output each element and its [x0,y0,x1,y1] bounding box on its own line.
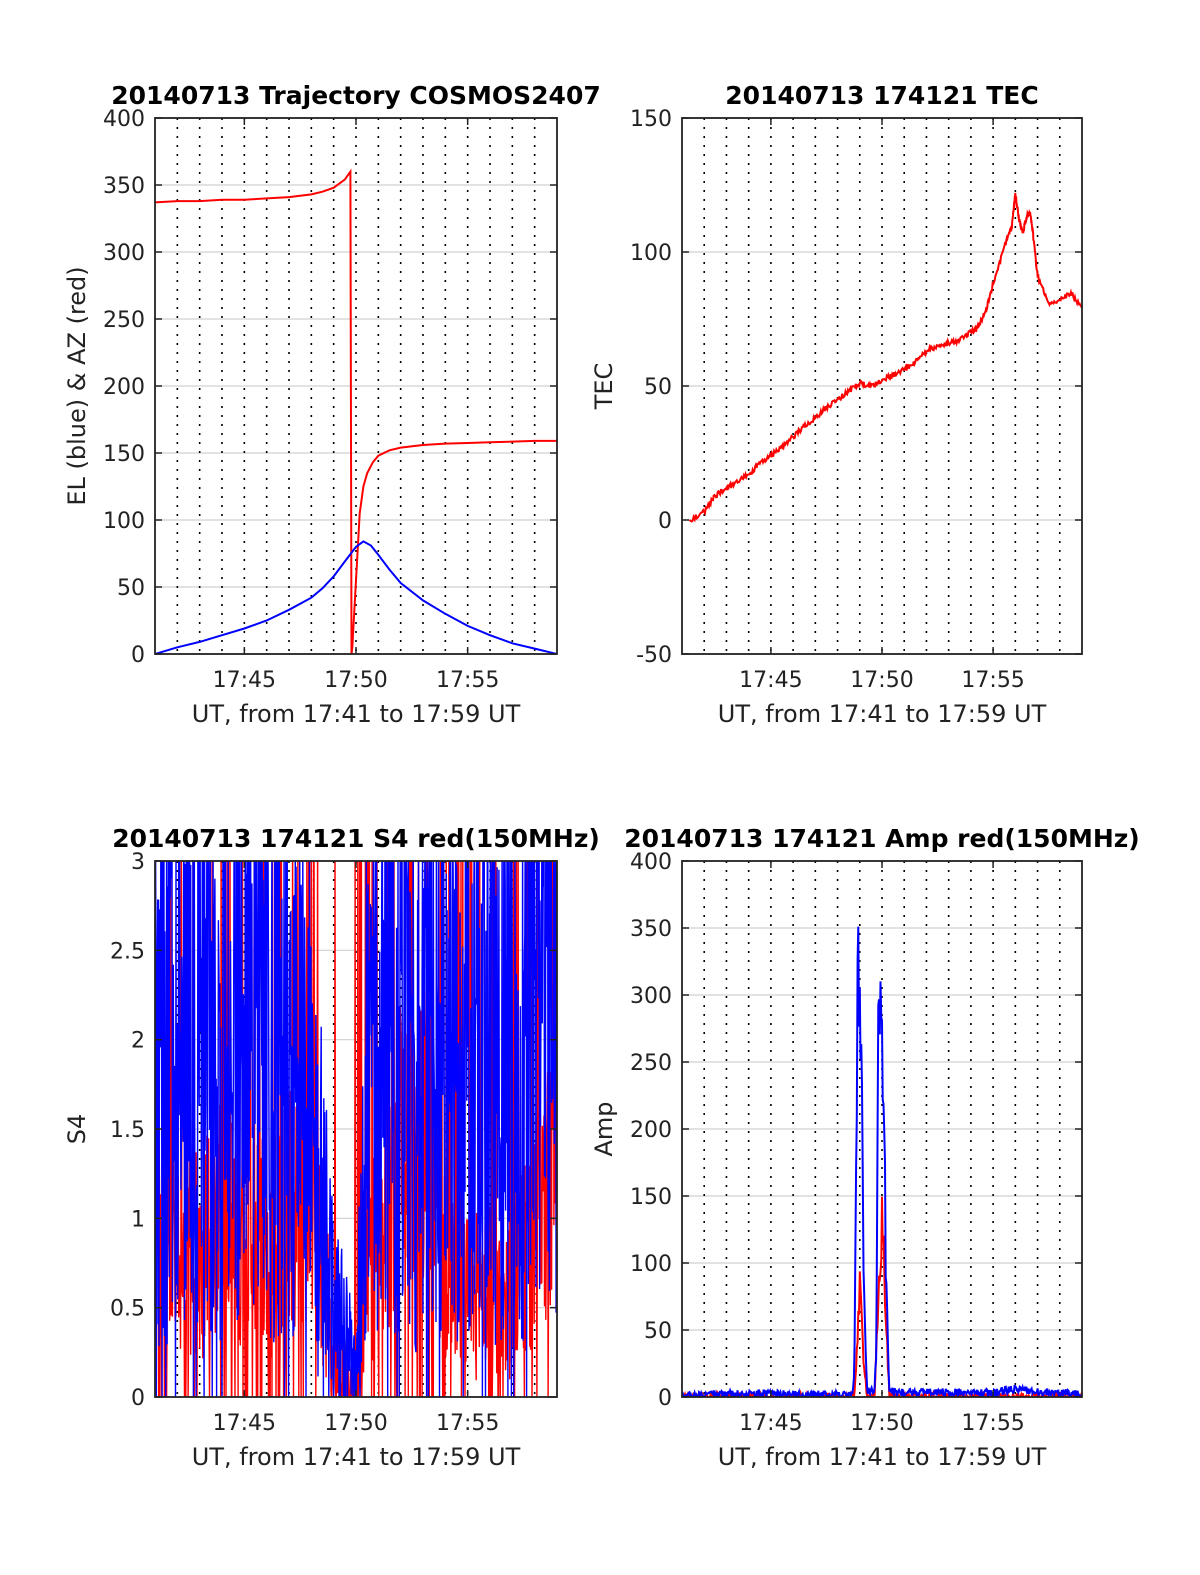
y-tick-label: 300 [630,984,672,1009]
chart-title: 20140713 174121 S4 red(150MHz) [112,824,600,853]
chart-s4: 0 0.5 1 1.5 2 2.5 3 17:45 17:50 17:55 20140713 174… [63,824,600,1471]
y-tick-label: 3 [131,850,145,875]
x-tick-label: 17:50 [850,1411,913,1436]
y-tick-label: 350 [103,174,145,199]
x-tick-label: 17:45 [213,668,276,693]
x-axis-label: UT, from 17:41 to 17:59 UT [718,700,1047,728]
chart-title: 20140713 174121 TEC [725,81,1038,110]
x-tick-label: 17:50 [850,668,913,693]
y-tick-label: 100 [630,241,672,266]
y-tick-label: 250 [630,1051,672,1076]
series-line-blue [682,926,1082,1397]
y-tick-label: 0 [131,643,145,668]
x-tick-label: 17:45 [213,1411,276,1436]
y-tick-label: 300 [103,241,145,266]
y-tick-label: 0.5 [110,1297,145,1322]
x-tick-label: 17:55 [436,668,499,693]
y-tick-label: 50 [117,576,145,601]
y-tick-label: 200 [103,375,145,400]
y-axis-label: S4 [63,1114,91,1145]
y-tick-label: 0 [131,1386,145,1411]
x-tick-label: 17:45 [739,1411,802,1436]
x-tick-label: 17:45 [739,668,802,693]
series-line-red [155,168,557,654]
series-line-blue [155,861,557,1397]
chart-title: 20140713 174121 Amp red(150MHz) [624,824,1140,853]
y-tick-label: 400 [103,107,145,132]
y-tick-label: 1.5 [110,1118,145,1143]
y-axis-label: Amp [590,1101,618,1156]
y-tick-label: 50 [644,1319,672,1344]
y-tick-label: 150 [630,107,672,132]
x-tick-label: 17:50 [324,668,387,693]
chart-title: 20140713 Trajectory COSMOS2407 [111,81,601,110]
chart-amp: 0 50 100 150 200 250 300 350 400 17:45 17:50 17:55 2… [590,824,1140,1471]
x-tick-label: 17:50 [324,1411,387,1436]
x-tick-label: 17:55 [436,1411,499,1436]
y-tick-label: 150 [103,442,145,467]
chart-tec: -50 0 50 100 150 17:45 17:50 17:55 20140713 1741… [590,81,1083,728]
y-tick-label: 50 [644,375,672,400]
y-tick-label: 250 [103,308,145,333]
chart-trajectory: 0 50 100 150 200 250 300 350 400 17:45 17:50 17:55 2… [63,81,601,728]
y-axis-label: EL (blue) & AZ (red) [63,266,91,505]
y-tick-label: 0 [658,509,672,534]
x-tick-label: 17:55 [961,1411,1024,1436]
series-line-blue [155,540,557,654]
x-axis-label: UT, from 17:41 to 17:59 UT [718,1443,1047,1471]
y-tick-label: 350 [630,917,672,942]
y-tick-label: -50 [636,643,672,668]
y-tick-label: 2.5 [110,939,145,964]
y-tick-label: 100 [630,1252,672,1277]
x-axis-label: UT, from 17:41 to 17:59 UT [192,700,521,728]
y-tick-label: 200 [630,1118,672,1143]
x-axis-label: UT, from 17:41 to 17:59 UT [192,1443,521,1471]
x-tick-label: 17:55 [961,668,1024,693]
y-axis-label: TEC [590,363,618,411]
y-tick-label: 2 [131,1029,145,1054]
series-line-red [688,192,1082,523]
y-tick-label: 1 [131,1207,145,1232]
y-tick-label: 400 [630,850,672,875]
y-tick-label: 150 [630,1185,672,1210]
y-tick-label: 100 [103,509,145,534]
y-tick-label: 0 [658,1386,672,1411]
